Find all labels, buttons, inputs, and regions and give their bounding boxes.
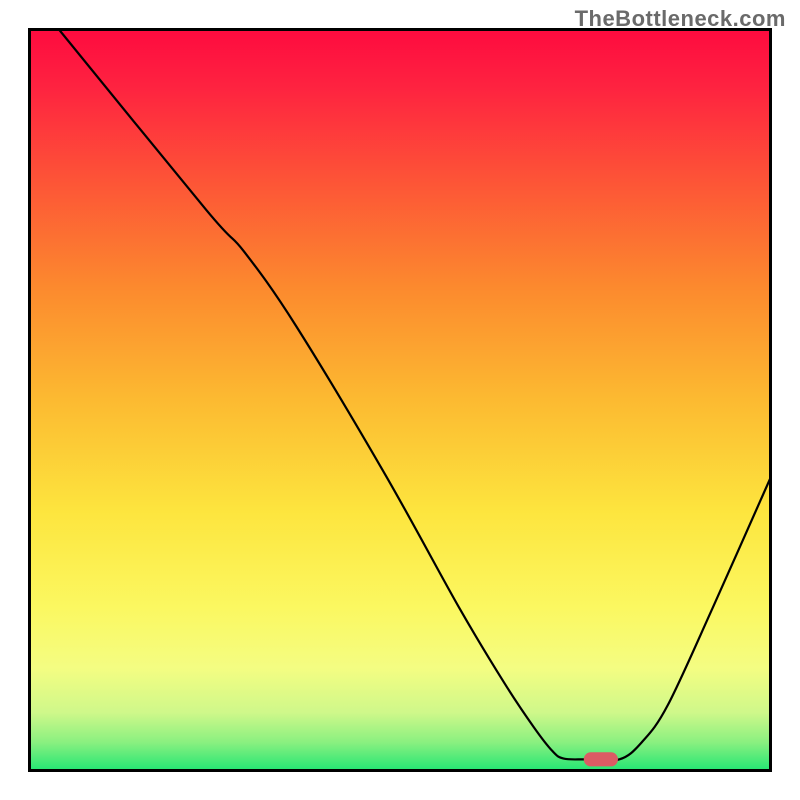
curve-layer	[28, 28, 772, 772]
bottleneck-curve	[58, 28, 772, 761]
bottleneck-chart: TheBottleneck.com	[0, 0, 800, 800]
plot-area	[28, 28, 772, 772]
optimal-marker	[584, 752, 618, 766]
watermark-text: TheBottleneck.com	[575, 6, 786, 32]
